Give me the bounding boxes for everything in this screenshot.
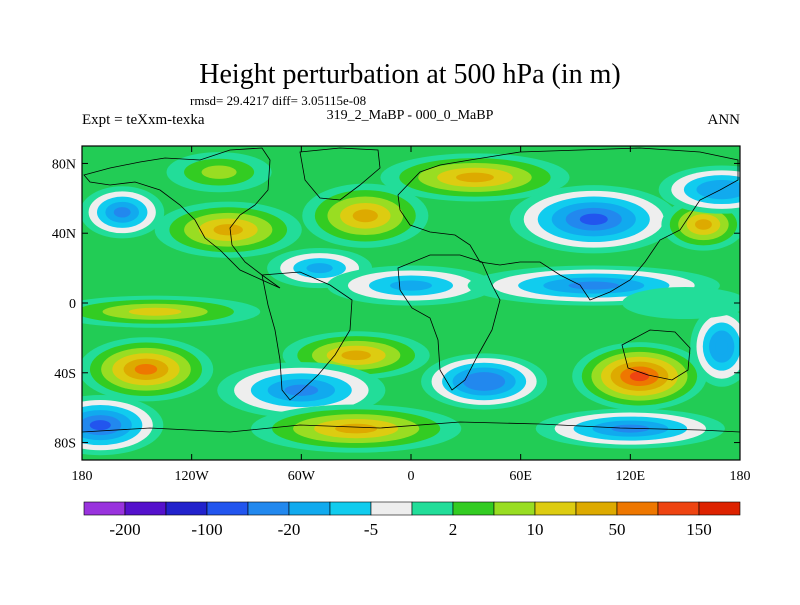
coastline-australia — [621, 329, 691, 381]
contour-blob — [82, 295, 261, 328]
colorbar-swatch — [288, 501, 331, 516]
contour-ring — [629, 371, 650, 382]
colorbar-label: -200 — [109, 520, 140, 539]
x-tick-label: 180 — [730, 469, 751, 484]
contour-ring — [89, 420, 111, 431]
contour-ring — [352, 209, 378, 223]
colorbar-swatch — [657, 501, 700, 516]
contour-ring — [113, 207, 131, 218]
x-tick-label: 0 — [408, 469, 415, 484]
colorbar-swatch — [698, 501, 741, 516]
coastline-antarctica — [82, 421, 740, 433]
x-tick-label: 60E — [509, 469, 532, 484]
contour-ring — [128, 307, 182, 316]
coastline-south-america — [261, 271, 353, 401]
contour-ring — [695, 219, 712, 230]
contour-blob — [82, 186, 165, 239]
colorbar-swatch — [329, 501, 372, 516]
y-axis: 80N 40N 0 40S 80S — [52, 157, 740, 452]
experiment-label: Expt = teXxm-texka — [82, 112, 205, 128]
contour-blob — [82, 395, 164, 456]
colorbar-swatch — [83, 501, 126, 516]
contour-blob — [421, 353, 548, 410]
contour-ring — [201, 165, 237, 179]
contour-ring — [709, 184, 735, 195]
colorbar-swatch — [616, 501, 659, 516]
x-axis: 180 120W 60W 0 60E 120E 180 — [72, 146, 751, 484]
contour-blob — [509, 185, 678, 254]
y-tick-label: 80N — [52, 157, 76, 172]
colorbar-swatch — [206, 501, 249, 516]
contour-blob — [82, 337, 214, 402]
colorbar-swatch — [575, 501, 618, 516]
colorbar-swatch — [534, 501, 577, 516]
x-tick-label: 180 — [72, 469, 93, 484]
coastline-outlines — [82, 147, 740, 433]
contour-ring — [341, 350, 371, 361]
contour-ring — [715, 338, 729, 355]
coastline-north-america — [83, 147, 281, 289]
y-tick-label: 80S — [54, 437, 76, 452]
colorbar: -200 -100 -20 -5 2 10 50 150 — [83, 501, 741, 539]
coastline-greenland — [299, 147, 381, 201]
season-label: ANN — [708, 112, 741, 128]
chart-title: Height perturbation at 500 hPa (in m) — [199, 59, 620, 90]
contour-ring — [568, 281, 620, 290]
contour-blob — [154, 201, 302, 258]
stats-label: rmsd= 29.4217 diff= 3.05115e-08 — [190, 93, 366, 108]
colorbar-label: -5 — [364, 520, 378, 539]
contour-ring — [306, 263, 333, 274]
contour-blob — [690, 306, 740, 387]
contour-blob — [572, 342, 707, 411]
contour-blob — [166, 152, 272, 193]
contour-ring — [456, 172, 494, 183]
x-tick-label: 120W — [175, 469, 210, 484]
x-tick-label: 60W — [288, 469, 316, 484]
contour-blob — [326, 265, 496, 306]
contour-ring — [134, 363, 158, 375]
colorbar-label: 10 — [527, 520, 544, 539]
colorbar-swatch — [165, 501, 208, 516]
coastline-eurasia — [397, 147, 739, 301]
y-tick-label: 0 — [69, 297, 76, 312]
colorbar-swatch — [452, 501, 495, 516]
contour-blob — [251, 404, 462, 453]
colorbar-swatch — [493, 501, 536, 516]
colorbar-label: -20 — [278, 520, 301, 539]
colorbar-swatch — [247, 501, 290, 516]
colorbar-label: 50 — [609, 520, 626, 539]
contour-blob — [380, 153, 570, 202]
contour-ring — [213, 224, 243, 236]
coastline-africa — [397, 254, 501, 391]
contour-ring — [579, 213, 608, 225]
contour-ring — [473, 376, 495, 387]
map-plot-area — [81, 145, 741, 461]
colorbar-swatch — [411, 501, 454, 516]
colorbar-label: 2 — [449, 520, 458, 539]
colorbar-swatch — [124, 501, 167, 516]
contour-ring — [389, 280, 433, 291]
y-tick-label: 40S — [54, 367, 76, 382]
contour-ring — [335, 423, 378, 434]
contour-field — [82, 152, 740, 456]
contour-blob — [658, 165, 740, 214]
y-tick-label: 40N — [52, 227, 76, 242]
contour-ring — [622, 286, 740, 320]
colorbar-label: -100 — [191, 520, 222, 539]
contour-blob — [622, 286, 740, 320]
comparison-label: 319_2_MaBP - 000_0_MaBP — [327, 108, 494, 123]
colorbar-swatch — [370, 501, 413, 516]
x-tick-label: 120E — [616, 469, 646, 484]
colorbar-label: 150 — [686, 520, 712, 539]
